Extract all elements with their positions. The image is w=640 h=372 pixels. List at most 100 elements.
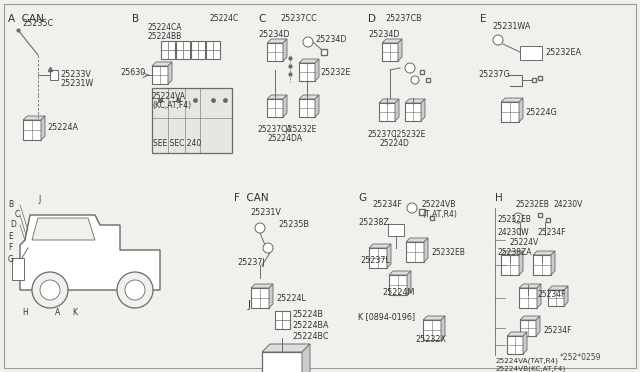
Polygon shape [395,99,399,121]
Text: G: G [8,255,14,264]
Bar [262,352,302,372]
Text: 25237L: 25237L [360,256,390,265]
Text: 25224BA: 25224BA [292,321,328,330]
Polygon shape [20,215,160,290]
Polygon shape [315,59,319,81]
Text: H: H [495,193,503,203]
Text: 24230W: 24230W [498,228,530,237]
Text: J: J [38,195,40,204]
Text: 25231W: 25231W [60,79,93,88]
Text: 25224VB(KC,AT,F4): 25224VB(KC,AT,F4) [495,366,565,372]
Polygon shape [520,316,540,320]
Text: 25234D: 25234D [315,35,346,44]
Text: 25232X: 25232X [415,335,446,344]
Bar [406,242,424,262]
Bar [299,63,315,81]
Circle shape [405,63,415,73]
Polygon shape [519,98,523,122]
Text: 25234F: 25234F [372,200,402,209]
Polygon shape [551,251,555,275]
Text: 25231WA: 25231WA [492,22,531,31]
Polygon shape [369,244,391,248]
Text: 25630: 25630 [120,68,145,77]
Polygon shape [533,251,555,255]
Polygon shape [299,95,319,99]
Bar [379,103,395,121]
Text: 25233V: 25233V [60,70,91,79]
Text: 25237CA: 25237CA [258,125,292,134]
Circle shape [117,272,153,308]
Bar [191,41,205,59]
Text: 25224BB: 25224BB [148,32,182,41]
Polygon shape [407,271,411,295]
Text: (T,AT,R4): (T,AT,R4) [422,210,457,219]
Text: 25224VB: 25224VB [422,200,456,209]
Text: 25235B: 25235B [278,220,309,229]
Text: *252*0259: *252*0259 [560,353,602,362]
Bar [161,41,175,59]
Bar [533,255,551,275]
Text: 25237CB: 25237CB [385,14,422,23]
Polygon shape [168,62,172,84]
Polygon shape [387,244,391,268]
Polygon shape [519,251,523,275]
Polygon shape [398,39,402,61]
Circle shape [125,280,145,300]
Polygon shape [519,284,541,288]
Text: A  CAN: A CAN [8,14,44,24]
Polygon shape [32,218,95,240]
Polygon shape [283,95,287,117]
Bar [267,43,283,61]
Text: J: J [248,300,251,310]
Text: 25224VA: 25224VA [152,92,186,101]
Text: E: E [480,14,486,24]
Text: 25235C: 25235C [22,19,53,28]
Polygon shape [251,284,273,288]
Bar [369,248,387,268]
Bar [176,41,190,59]
Bar [501,255,519,275]
Text: H: H [22,308,28,317]
Text: D: D [10,220,16,229]
Text: (KC,AT,F4): (KC,AT,F4) [152,101,191,110]
Circle shape [263,243,273,253]
Polygon shape [537,284,541,308]
Polygon shape [283,39,287,61]
Circle shape [303,37,313,47]
Polygon shape [302,344,310,372]
Text: 25234F: 25234F [538,228,566,237]
Text: 25224A: 25224A [47,124,78,132]
Polygon shape [536,316,540,336]
Polygon shape [23,116,45,120]
Circle shape [255,223,265,233]
Polygon shape [405,99,425,103]
Text: C: C [15,210,20,219]
Text: F  CAN: F CAN [234,193,269,203]
Text: 25237C: 25237C [368,130,397,139]
Circle shape [407,203,417,213]
Polygon shape [267,95,287,99]
Polygon shape [564,286,568,306]
Bar [519,288,537,308]
Bar [520,320,536,336]
Polygon shape [41,116,45,140]
Bar [267,99,283,117]
Polygon shape [315,95,319,117]
Text: 25234D: 25234D [368,30,399,39]
Circle shape [411,76,419,84]
Text: 25224BC: 25224BC [292,332,328,341]
Polygon shape [382,39,402,43]
Text: |25232E: |25232E [394,130,426,139]
Text: 25224DA: 25224DA [268,134,303,143]
Text: 25232EB: 25232EB [498,215,532,224]
Polygon shape [421,99,425,121]
Text: K [0894-0196]: K [0894-0196] [358,312,415,321]
Text: 25224B: 25224B [292,310,323,319]
Bar [152,66,168,84]
Text: 25232E: 25232E [320,68,351,77]
Polygon shape [501,98,523,102]
Polygon shape [152,62,172,66]
Text: |25232E: |25232E [285,125,316,134]
Bar [382,43,398,61]
Text: 25234D: 25234D [258,30,289,39]
